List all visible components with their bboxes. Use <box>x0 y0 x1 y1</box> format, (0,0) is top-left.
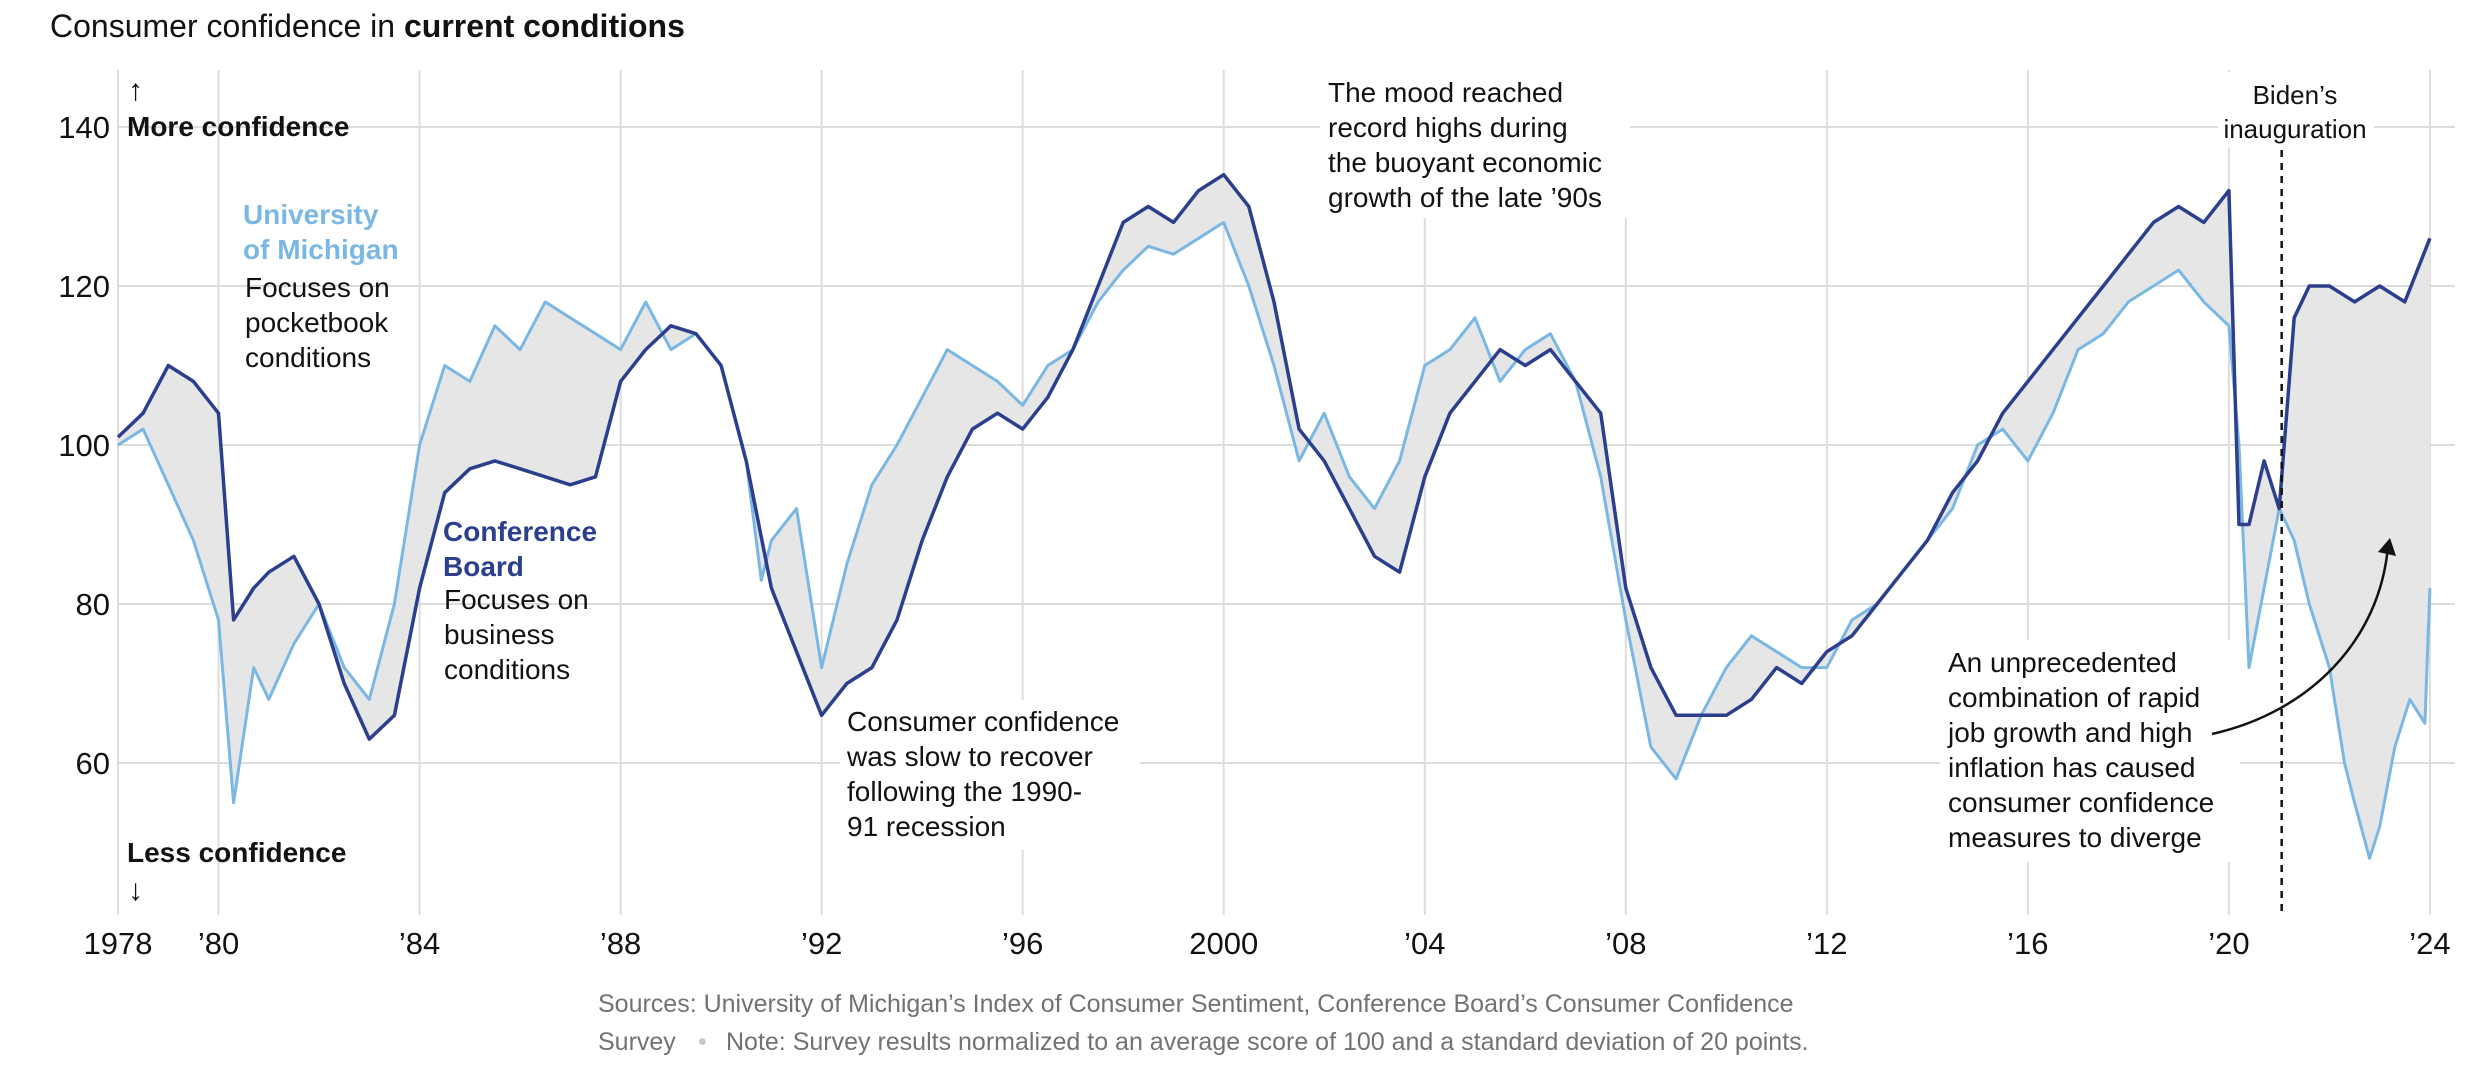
diverge-arrowhead <box>2378 538 2396 556</box>
more-confidence-label: More confidence <box>127 111 349 142</box>
y-tick-label: 140 <box>58 110 110 145</box>
legend-umich-name-2: of Michigan <box>243 234 399 265</box>
record-highs-line-3: the buoyant economic <box>1328 147 1602 178</box>
y-tick-label: 100 <box>58 428 110 463</box>
chart-title-prefix: Consumer confidence in <box>50 8 404 44</box>
record-highs-line-2: record highs during <box>1328 112 1568 143</box>
legend-umich: University of Michigan Focuses on pocket… <box>243 199 399 373</box>
y-tick-label: 80 <box>76 587 110 622</box>
legend-cb-name-2: Board <box>443 551 524 582</box>
legend-umich-desc-3: conditions <box>245 342 371 373</box>
y-tick-label: 120 <box>58 269 110 304</box>
source-note: Sources: University of Michigan’s Index … <box>598 990 1809 1056</box>
diverge-line-3: job growth and high <box>1947 717 2192 748</box>
legend-umich-name-1: University <box>243 199 379 230</box>
series-line-conference-board <box>116 172 2432 741</box>
source-dot: • <box>698 1028 707 1056</box>
diverge-line-2: combination of rapid <box>1948 682 2200 713</box>
slow-recovery-line-4: 91 recession <box>847 811 1006 842</box>
annotation-diverge: An unprecedented combination of rapid jo… <box>1940 538 2396 862</box>
x-tick-labels: 1978 ’80 ’84 ’88 ’92 ’96 2000 ’04 ’08 ’12 ’16 ’20 ’2… <box>84 926 2451 961</box>
source-line-2b: Note: Survey results normalized to an av… <box>726 1028 1809 1056</box>
record-highs-line-4: growth of the late ’90s <box>1328 182 1602 213</box>
legend-umich-desc-2: pocketbook <box>245 307 389 338</box>
legend-umich-desc-1: Focuses on <box>245 272 390 303</box>
chart-title: Consumer confidence in current condition… <box>50 8 685 45</box>
record-highs-line-1: The mood reached <box>1328 77 1563 108</box>
x-tick-label: 2000 <box>1189 926 1258 961</box>
less-confidence-label: Less confidence <box>127 837 346 868</box>
x-tick-label: ’20 <box>2208 926 2249 961</box>
x-tick-label: ’84 <box>399 926 440 961</box>
y-tick-labels: 60 80 100 120 140 <box>58 110 110 781</box>
fill-between-area <box>118 174 2430 859</box>
series-line-umich <box>117 220 2432 860</box>
diverge-arrow <box>2211 545 2390 736</box>
y-tick-label: 60 <box>76 746 110 781</box>
annotation-slow-recovery: Consumer confidence was slow to recover … <box>840 700 1140 850</box>
diverge-line-4: inflation has caused <box>1948 752 2196 783</box>
x-tick-label: ’16 <box>2007 926 2048 961</box>
x-tick-label: ’88 <box>600 926 641 961</box>
chart-title-bold: current conditions <box>403 8 685 44</box>
annotation-biden: Biden’s inauguration <box>2218 72 2374 148</box>
legend-cb-desc-3: conditions <box>444 654 570 685</box>
legend-conference-board: Conference Board Focuses on business con… <box>443 516 597 685</box>
slow-recovery-line-3: following the 1990- <box>847 776 1082 807</box>
legend-cb-desc-1: Focuses on <box>444 584 589 615</box>
annotation-record-highs: The mood reached record highs during the… <box>1320 70 1630 218</box>
legend-cb-name-1: Conference <box>443 516 597 547</box>
x-tick-label: ’12 <box>1806 926 1847 961</box>
x-tick-label: ’92 <box>801 926 842 961</box>
more-confidence-arrow: ↑ <box>128 74 143 107</box>
source-line-1: Sources: University of Michigan’s Index … <box>598 990 1794 1018</box>
biden-line-2: inauguration <box>2223 114 2366 144</box>
slow-recovery-line-2: was slow to recover <box>846 741 1093 772</box>
biden-line-1: Biden’s <box>2253 80 2338 110</box>
x-tick-label: 1978 <box>84 926 153 961</box>
slow-recovery-line-1: Consumer confidence <box>847 706 1119 737</box>
x-tick-label: ’80 <box>198 926 239 961</box>
diverge-line-1: An unprecedented <box>1948 647 2177 678</box>
less-confidence-arrow: ↓ <box>128 874 143 907</box>
source-line-2a: Survey <box>598 1028 676 1056</box>
diverge-line-6: measures to diverge <box>1948 822 2202 853</box>
x-tick-label: ’04 <box>1404 926 1445 961</box>
x-tick-label: ’24 <box>2409 926 2450 961</box>
diverge-line-5: consumer confidence <box>1948 787 2214 818</box>
x-tick-label: ’96 <box>1002 926 1043 961</box>
x-tick-label: ’08 <box>1605 926 1646 961</box>
legend-cb-desc-2: business <box>444 619 555 650</box>
